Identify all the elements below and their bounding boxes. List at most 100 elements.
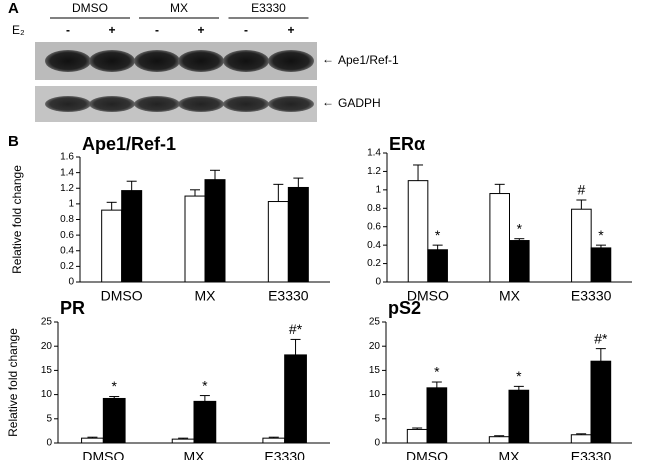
x-tick-label: MX — [184, 449, 206, 460]
annotation: * — [517, 220, 523, 236]
x-tick-label: E3330 — [268, 288, 309, 304]
bar — [426, 387, 448, 444]
y-tick-label: 10 — [41, 389, 53, 400]
y-tick-label: 25 — [369, 317, 381, 328]
x-tick-label: DMSO — [101, 288, 143, 304]
bar — [171, 438, 195, 444]
treatment-label: E₂ — [12, 23, 25, 37]
y-tick-label: 0.2 — [367, 258, 381, 269]
x-tick-label: E3330 — [264, 449, 305, 460]
band-label: GADPH — [338, 96, 381, 110]
bar — [121, 190, 143, 283]
bar — [489, 193, 510, 283]
y-tick-label: 1.4 — [367, 148, 381, 159]
x-tick-label: DMSO — [406, 449, 448, 460]
bar — [427, 249, 448, 283]
chart-title: ERα — [389, 134, 425, 154]
annotation: * — [434, 364, 440, 380]
y-tick-label: 1.4 — [60, 167, 74, 178]
annotation: * — [598, 227, 604, 243]
blot-band — [223, 96, 269, 112]
y-tick-label: 5 — [46, 413, 52, 424]
y-tick-label: 20 — [369, 341, 381, 352]
bar — [488, 436, 510, 444]
bar — [101, 209, 123, 283]
blot-band — [178, 50, 224, 72]
y-tick-label: 0.6 — [60, 230, 74, 241]
bar — [590, 247, 612, 283]
blot-band — [134, 96, 180, 112]
y-tick-label: 15 — [369, 365, 381, 376]
x-tick-label: E3330 — [571, 288, 612, 304]
x-tick-label: DMSO — [407, 288, 449, 304]
y-tick-label: 25 — [41, 317, 53, 328]
x-tick-label: MX — [499, 449, 521, 460]
x-tick-label: MX — [499, 288, 521, 304]
y-tick-label: 1 — [375, 184, 381, 195]
group-label: E3330 — [251, 1, 286, 15]
y-tick-label: 10 — [369, 389, 381, 400]
annotation: * — [516, 368, 522, 384]
bar — [193, 400, 217, 444]
lane-sign: - — [244, 23, 248, 37]
y-tick-label: 0.6 — [367, 221, 381, 232]
blot-band — [268, 96, 314, 112]
bar — [570, 434, 592, 444]
band-label: Ape1/Ref-1 — [338, 53, 399, 67]
lane-sign: - — [155, 23, 159, 37]
band-arrow: ← — [322, 52, 334, 66]
bar — [509, 240, 530, 283]
blot-band — [223, 50, 269, 72]
group-label: MX — [170, 1, 188, 15]
bar — [267, 201, 289, 283]
blot-band — [178, 96, 224, 112]
chart-title: Ape1/Ref-1 — [82, 134, 176, 154]
x-tick-label: DMSO — [82, 449, 124, 460]
y-tick-label: 0.4 — [60, 245, 74, 256]
annotation: # — [577, 182, 585, 198]
bar — [287, 186, 309, 283]
lane-sign: + — [197, 23, 204, 37]
y-tick-label: 1.2 — [367, 166, 381, 177]
bar — [204, 179, 226, 283]
panel-label: A — [8, 0, 19, 17]
y-tick-label: 1 — [68, 199, 74, 210]
x-tick-label: E3330 — [571, 449, 612, 460]
annotation: * — [435, 227, 441, 243]
bar — [590, 360, 612, 444]
y-tick-label: 15 — [41, 365, 53, 376]
y-tick-label: 1.2 — [60, 183, 74, 194]
y-tick-label: 0.8 — [367, 203, 381, 214]
panel-label: B — [8, 133, 19, 150]
bar — [184, 195, 206, 283]
lane-sign: + — [108, 23, 115, 37]
blot-band — [134, 50, 180, 72]
annotation: #* — [594, 330, 608, 346]
bar — [571, 208, 592, 283]
annotation: * — [111, 378, 117, 394]
x-tick-label: MX — [195, 288, 217, 304]
annotation: * — [202, 377, 208, 393]
y-tick-label: 0 — [375, 277, 381, 288]
bar — [81, 437, 104, 444]
blot-band — [268, 50, 314, 72]
chart-title: PR — [60, 298, 85, 318]
blot-band — [89, 96, 135, 112]
y-tick-label: 0 — [68, 277, 74, 288]
bar — [406, 428, 428, 444]
bar — [262, 437, 286, 444]
y-tick-label: 5 — [374, 413, 380, 424]
chart-title: pS2 — [388, 298, 421, 318]
annotation: #* — [289, 321, 303, 337]
blot-band — [45, 50, 91, 72]
y-tick-label: 0.8 — [60, 214, 74, 225]
group-label: DMSO — [72, 1, 108, 15]
bar — [508, 389, 530, 444]
blot-band — [89, 50, 135, 72]
y-axis-label: Relative fold change — [6, 328, 20, 437]
lane-sign: - — [66, 23, 70, 37]
bar — [407, 180, 429, 283]
y-axis-label: Relative fold change — [10, 165, 24, 274]
bar — [284, 354, 307, 444]
